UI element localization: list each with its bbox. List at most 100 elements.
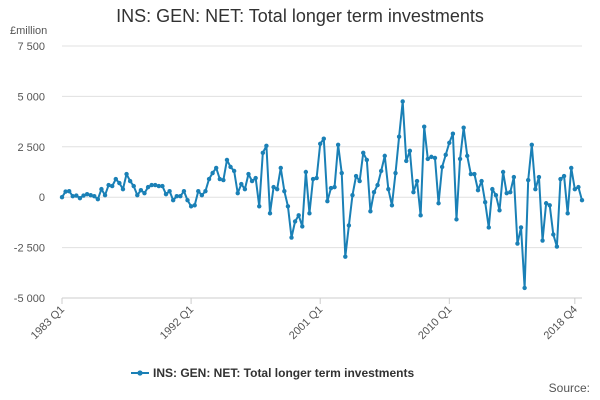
data-point xyxy=(332,184,337,190)
data-point xyxy=(167,188,172,194)
data-point xyxy=(357,178,362,184)
data-point xyxy=(508,189,513,195)
data-point xyxy=(536,174,542,180)
data-point xyxy=(468,171,474,177)
data-point xyxy=(472,171,477,177)
x-axis: 1983 Q1 1992 Q1 2001 Q1 2010 Q1 2018 Q4 xyxy=(29,297,582,342)
data-point xyxy=(206,176,212,182)
data-point xyxy=(565,211,570,216)
data-point xyxy=(88,192,93,198)
data-point xyxy=(267,211,273,216)
data-point xyxy=(296,213,301,218)
data-point xyxy=(217,176,222,182)
data-point xyxy=(353,173,359,179)
data-point xyxy=(95,197,101,202)
data-point xyxy=(274,186,280,192)
y-unit-label: £million xyxy=(10,25,47,37)
chart-title: INS: GEN: NET: Total longer term investm… xyxy=(116,6,484,26)
x-tick-label: 2018 Q4 xyxy=(542,304,580,342)
data-point xyxy=(253,175,258,181)
data-point xyxy=(343,254,348,259)
x-tick-label: 2010 Q1 xyxy=(416,304,454,342)
data-point xyxy=(124,171,129,177)
data-point xyxy=(522,285,527,291)
data-point xyxy=(576,184,581,190)
data-point xyxy=(188,204,194,209)
legend-label: INS: GEN: NET: Total longer term investm… xyxy=(153,366,414,380)
x-tick-label: 1992 Q1 xyxy=(158,304,196,342)
data-point xyxy=(346,223,352,228)
data-point xyxy=(199,192,205,198)
data-point xyxy=(328,185,334,191)
data-point xyxy=(436,201,441,206)
data-point xyxy=(224,157,230,163)
legend-marker xyxy=(137,370,143,376)
data-point xyxy=(558,176,563,182)
data-point xyxy=(59,195,65,200)
data-point xyxy=(242,186,248,192)
legend: INS: GEN: NET: Total longer term investm… xyxy=(131,366,414,380)
data-point xyxy=(181,188,187,194)
data-point xyxy=(318,141,323,146)
data-point xyxy=(196,188,201,194)
y-tick-label: 0 xyxy=(39,192,45,204)
data-point xyxy=(325,199,330,204)
y-tick-label: 2 500 xyxy=(17,142,45,154)
data-point xyxy=(92,193,97,199)
data-point xyxy=(282,188,287,194)
data-point xyxy=(569,165,574,171)
data-point xyxy=(396,134,402,139)
data-point xyxy=(350,192,355,198)
data-point xyxy=(63,189,68,194)
data-point xyxy=(170,198,176,203)
data-point xyxy=(479,178,484,184)
y-tick-label: 5 000 xyxy=(17,91,45,103)
data-point xyxy=(526,177,531,183)
data-point xyxy=(418,213,423,218)
data-point xyxy=(246,171,251,177)
data-point xyxy=(117,180,122,186)
data-point xyxy=(490,186,495,192)
source-label: Source: xyxy=(548,381,590,395)
data-point xyxy=(475,187,481,193)
data-point xyxy=(547,203,552,208)
data-point xyxy=(292,219,298,224)
data-point xyxy=(482,200,488,205)
data-point xyxy=(221,177,226,183)
data-point xyxy=(572,186,578,192)
data-point xyxy=(414,178,420,184)
data-point xyxy=(393,170,398,176)
data-point xyxy=(382,153,387,159)
data-point xyxy=(540,238,545,243)
y-axis-ticks: -5 000 -2 500 0 2 500 5 000 7 500 £million xyxy=(10,25,47,305)
data-point xyxy=(110,183,115,189)
data-point xyxy=(235,190,240,196)
data-point xyxy=(70,193,75,199)
data-point xyxy=(497,208,502,213)
data-point xyxy=(135,192,140,198)
data-point xyxy=(163,191,169,197)
data-point xyxy=(285,204,291,209)
series-line xyxy=(61,100,583,289)
data-point xyxy=(425,156,430,162)
data-point xyxy=(361,150,366,156)
data-point xyxy=(307,211,312,216)
data-point xyxy=(131,183,136,189)
data-point xyxy=(138,187,144,193)
data-point xyxy=(314,175,319,181)
data-point xyxy=(371,189,377,195)
data-point xyxy=(321,136,326,141)
data-point xyxy=(364,157,370,163)
data-point xyxy=(310,176,316,182)
data-point xyxy=(579,198,585,203)
data-point xyxy=(271,184,276,190)
data-point xyxy=(493,192,499,198)
data-point xyxy=(486,225,491,230)
data-point xyxy=(429,154,434,160)
data-point xyxy=(149,182,154,188)
data-point xyxy=(386,186,391,192)
data-point xyxy=(239,181,244,187)
y-tick-label: 7 500 xyxy=(17,41,45,53)
data-point xyxy=(127,178,133,184)
data-point xyxy=(231,168,237,174)
